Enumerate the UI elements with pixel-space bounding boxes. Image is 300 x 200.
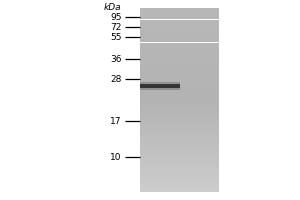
Bar: [140, 162, 219, 164]
Bar: [140, 33, 219, 36]
Bar: [140, 107, 219, 109]
Bar: [140, 109, 219, 111]
Bar: [140, 153, 219, 155]
Bar: [140, 31, 219, 33]
Bar: [140, 111, 219, 114]
Bar: [140, 144, 219, 146]
Bar: [140, 174, 219, 176]
Bar: [140, 171, 219, 174]
Bar: [140, 137, 219, 139]
Bar: [140, 132, 219, 134]
Bar: [140, 167, 219, 169]
Text: 72: 72: [110, 22, 122, 31]
Bar: [140, 66, 219, 68]
Bar: [140, 176, 219, 178]
Bar: [140, 88, 180, 90]
Text: 36: 36: [110, 54, 122, 64]
Bar: [140, 183, 219, 185]
Bar: [140, 98, 219, 100]
Bar: [140, 151, 219, 153]
Text: 95: 95: [110, 12, 122, 21]
Bar: [140, 36, 219, 38]
Bar: [140, 93, 219, 95]
Bar: [140, 139, 219, 141]
Text: 17: 17: [110, 116, 122, 126]
Bar: [140, 158, 219, 160]
Bar: [140, 61, 219, 63]
Bar: [140, 116, 219, 118]
Bar: [140, 56, 219, 59]
Bar: [140, 121, 219, 123]
Bar: [140, 185, 219, 187]
Bar: [140, 75, 219, 77]
Bar: [140, 77, 219, 79]
Bar: [140, 190, 219, 192]
Bar: [140, 72, 219, 75]
Text: 28: 28: [110, 74, 122, 84]
Bar: [140, 26, 219, 29]
Bar: [140, 59, 219, 61]
Bar: [140, 84, 219, 86]
Bar: [140, 82, 180, 83]
Bar: [140, 88, 180, 90]
Bar: [140, 40, 219, 43]
Bar: [140, 91, 219, 93]
Bar: [140, 22, 219, 24]
Bar: [140, 38, 219, 40]
Bar: [140, 160, 219, 162]
Bar: [140, 125, 219, 128]
Text: kDa: kDa: [104, 2, 122, 11]
Bar: [140, 187, 219, 190]
Bar: [140, 180, 219, 183]
Bar: [140, 15, 219, 17]
Bar: [140, 47, 219, 49]
Bar: [140, 84, 180, 88]
Bar: [140, 114, 219, 116]
Text: 55: 55: [110, 32, 122, 42]
Bar: [140, 123, 219, 125]
Bar: [140, 20, 219, 22]
Bar: [140, 13, 219, 15]
Bar: [140, 102, 219, 105]
Bar: [140, 95, 219, 98]
Bar: [140, 178, 219, 180]
Bar: [140, 52, 219, 54]
Bar: [140, 86, 219, 88]
Bar: [140, 24, 219, 26]
Bar: [140, 88, 219, 91]
Bar: [140, 82, 180, 84]
Bar: [140, 10, 219, 13]
Bar: [140, 148, 219, 151]
Bar: [140, 118, 219, 121]
Bar: [140, 79, 219, 82]
Bar: [140, 134, 219, 137]
Bar: [140, 45, 219, 47]
Bar: [140, 146, 219, 148]
Bar: [140, 17, 219, 20]
Text: 10: 10: [110, 152, 122, 162]
Bar: [140, 141, 219, 144]
Bar: [140, 164, 219, 167]
Bar: [140, 128, 219, 130]
Bar: [140, 29, 219, 31]
Bar: [140, 155, 219, 158]
Bar: [140, 100, 219, 102]
Bar: [140, 63, 219, 66]
Bar: [140, 82, 219, 84]
Bar: [140, 169, 219, 171]
Bar: [140, 54, 219, 56]
Bar: [140, 43, 219, 45]
Bar: [140, 49, 219, 52]
Bar: [140, 70, 219, 72]
Bar: [140, 8, 219, 10]
Bar: [140, 105, 219, 107]
Bar: [140, 68, 219, 70]
Bar: [140, 130, 219, 132]
